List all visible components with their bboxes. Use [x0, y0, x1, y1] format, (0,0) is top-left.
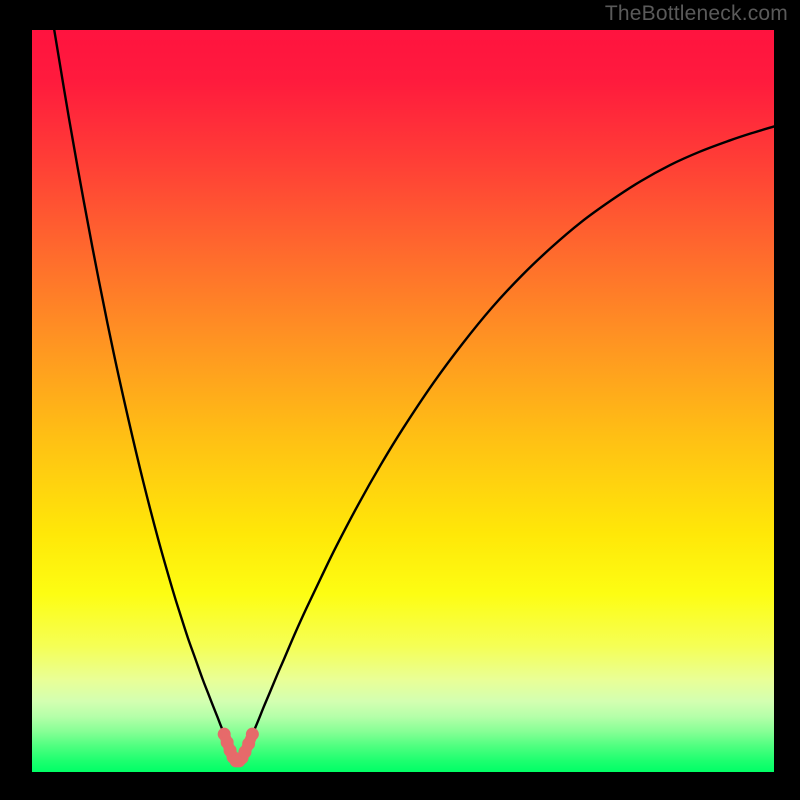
- watermark-label: TheBottleneck.com: [605, 2, 788, 26]
- chart-stage: TheBottleneck.com: [0, 0, 800, 800]
- left-curve-path: [54, 30, 224, 734]
- plot-curves: [54, 30, 774, 734]
- plot-area: [32, 30, 774, 772]
- chart-svg: [32, 30, 774, 772]
- trough-marker: [246, 728, 259, 741]
- trough-marker-group: [218, 728, 259, 768]
- right-curve-path: [252, 126, 774, 734]
